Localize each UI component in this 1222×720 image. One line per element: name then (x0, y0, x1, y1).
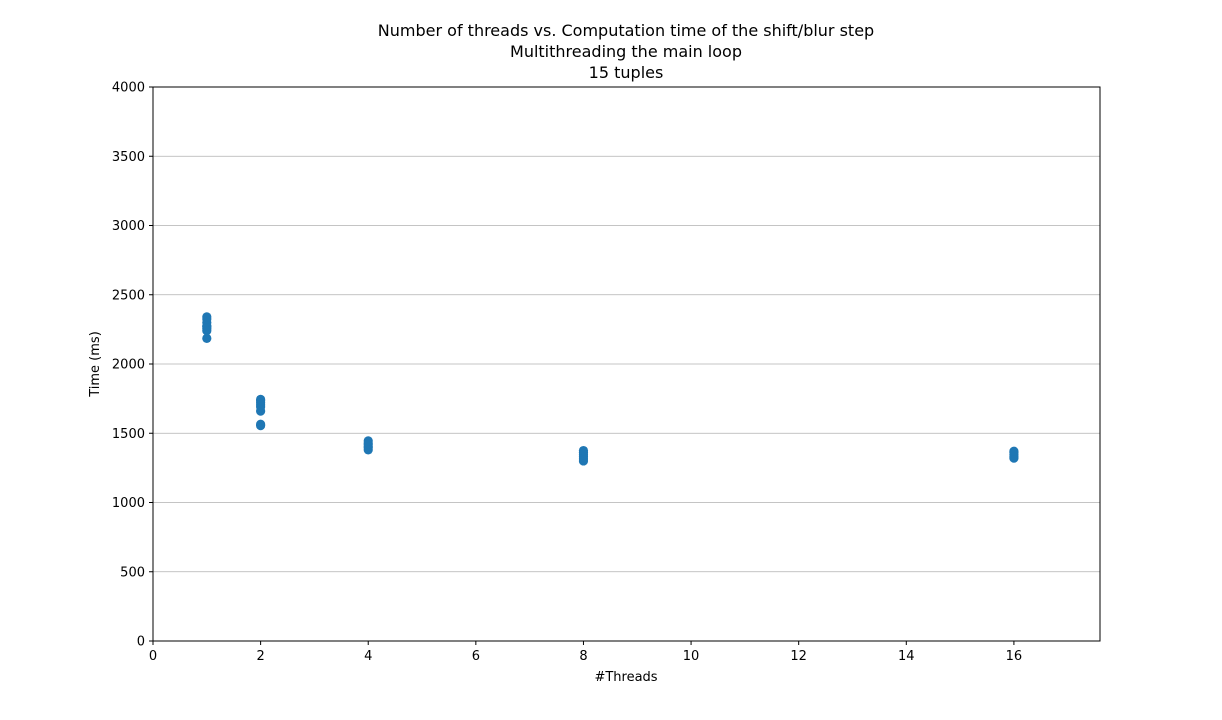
y-tick-label: 0 (137, 635, 145, 650)
data-point (202, 333, 212, 343)
data-point (578, 445, 589, 456)
x-tick-label: 6 (472, 649, 480, 664)
y-tick-label: 2500 (112, 288, 145, 303)
y-tick-label: 4000 (112, 81, 145, 96)
chart-title-line-1: Number of threads vs. Computation time o… (378, 21, 874, 40)
x-tick-label: 14 (898, 649, 915, 664)
x-axis-label: #Threads (594, 670, 657, 685)
chart-title-line-3: 15 tuples (589, 63, 664, 82)
data-point (256, 419, 266, 429)
data-point (1009, 446, 1019, 456)
x-tick-label: 8 (579, 649, 587, 664)
y-tick-label: 3500 (112, 150, 145, 165)
y-tick-label: 1500 (112, 427, 145, 442)
x-tick-label: 4 (364, 649, 372, 664)
data-point (202, 312, 212, 322)
x-tick-label: 10 (683, 649, 700, 664)
data-points (202, 312, 1019, 466)
x-tick-label: 0 (149, 649, 157, 664)
chart-title-line-2: Multithreading the main loop (510, 42, 742, 61)
x-axis-ticks: 0 2 4 6 8 10 12 14 16 (149, 641, 1022, 664)
data-point (363, 436, 373, 446)
y-axis-ticks: 0 500 1000 1500 2000 2500 3000 3500 4000 (112, 81, 153, 650)
y-axis-label: Time (ms) (88, 331, 103, 398)
x-tick-label: 2 (256, 649, 264, 664)
x-tick-label: 12 (790, 649, 807, 664)
grid-lines (153, 155, 1100, 573)
y-tick-label: 3000 (112, 219, 145, 234)
x-tick-label: 16 (1006, 649, 1023, 664)
y-tick-label: 2000 (112, 358, 145, 373)
data-point (256, 394, 266, 404)
y-tick-label: 1000 (112, 496, 145, 511)
y-tick-label: 500 (120, 565, 145, 580)
